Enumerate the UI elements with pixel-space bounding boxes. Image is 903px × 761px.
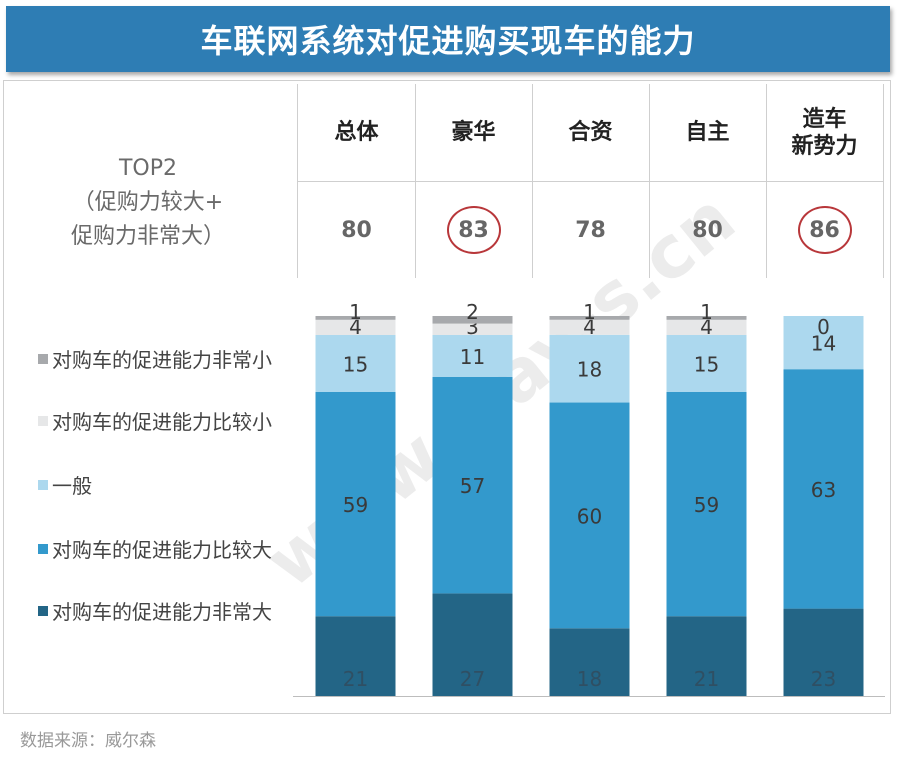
bar-value-label: 0 bbox=[817, 315, 830, 339]
legend-swatch bbox=[38, 415, 48, 426]
bar-value-label: 1 bbox=[349, 300, 362, 324]
bar-value-label: 14 bbox=[811, 332, 836, 356]
top2-label-line: 促购力非常大） bbox=[70, 224, 225, 249]
bar-value-label: 2 bbox=[466, 300, 479, 324]
bar-value-label: 15 bbox=[694, 353, 719, 377]
bar-segment bbox=[432, 376, 513, 594]
bar-segment bbox=[432, 316, 513, 324]
group-name: 合资 bbox=[532, 84, 649, 182]
group-name: 自主 bbox=[649, 84, 766, 182]
bar-value-label: 63 bbox=[811, 478, 836, 502]
bar-segment bbox=[666, 316, 747, 320]
top2-number: 83 bbox=[458, 217, 489, 243]
top2-value: 78 bbox=[532, 182, 649, 278]
bar-value-label: 11 bbox=[460, 345, 485, 369]
bar-value-label: 23 bbox=[811, 667, 836, 691]
title-bar: 车联网系统对促进购买现车的能力 bbox=[6, 6, 890, 72]
legend-label: 一般 bbox=[52, 474, 92, 498]
highlight-circle: 86 bbox=[797, 206, 852, 254]
bar-segment bbox=[783, 316, 864, 370]
bar-value-label: 18 bbox=[577, 667, 602, 691]
group-column: 总体 80 bbox=[298, 84, 416, 278]
legend-swatch bbox=[38, 479, 48, 490]
bar-segment bbox=[549, 319, 630, 335]
bar-segment bbox=[432, 323, 513, 335]
legend-item: 对购车的促进能力比较小 bbox=[38, 406, 272, 435]
legend-label: 对购车的促进能力非常小 bbox=[52, 348, 272, 372]
top2-value: 83 bbox=[415, 182, 532, 278]
bar-segment bbox=[783, 608, 864, 696]
top2-label: TOP2 （促购力较大+ 促购力非常大） bbox=[48, 152, 248, 254]
legend-item: 对购车的促进能力非常小 bbox=[38, 344, 272, 373]
bar-segment bbox=[432, 335, 513, 377]
bar-segment bbox=[666, 319, 747, 335]
group-name: 豪华 bbox=[415, 84, 532, 182]
chart-title: 车联网系统对促进购买现车的能力 bbox=[200, 22, 696, 60]
bar-segment bbox=[549, 628, 630, 696]
top2-number: 80 bbox=[692, 217, 723, 243]
bar-segment bbox=[549, 402, 630, 629]
legend-item: 对购车的促进能力非常大 bbox=[38, 596, 272, 625]
top2-value: 80 bbox=[649, 182, 766, 278]
legend-label: 对购车的促进能力比较大 bbox=[52, 538, 272, 562]
top2-label-line: （促购力较大+ bbox=[72, 190, 224, 215]
bar-segment bbox=[315, 319, 396, 335]
bar-segment bbox=[315, 392, 396, 617]
top2-number: 86 bbox=[809, 217, 840, 243]
top2-label-line: TOP2 bbox=[118, 156, 178, 181]
bar-segment bbox=[315, 335, 396, 392]
bar-segment bbox=[432, 593, 513, 696]
top2-table: 总体 80 豪华 83 合资 78 自主 80 造车 新势力 86 bbox=[297, 84, 884, 278]
legend-item: 一般 bbox=[38, 470, 92, 499]
top2-number: 78 bbox=[575, 217, 606, 243]
legend-item: 对购车的促进能力比较大 bbox=[38, 534, 272, 563]
group-name: 总体 bbox=[298, 84, 415, 182]
highlight-circle: 83 bbox=[446, 206, 501, 254]
legend-swatch bbox=[38, 543, 48, 554]
bar-segment bbox=[666, 335, 747, 392]
group-name: 造车 新势力 bbox=[766, 84, 883, 182]
bar-segment bbox=[666, 392, 747, 617]
bar-value-label: 21 bbox=[694, 667, 719, 691]
bar-value-label: 18 bbox=[577, 358, 602, 382]
bar-value-label: 60 bbox=[577, 504, 602, 528]
bar-value-label: 59 bbox=[694, 493, 719, 517]
bar-value-label: 21 bbox=[343, 667, 368, 691]
top2-value: 86 bbox=[766, 182, 883, 278]
legend-swatch bbox=[38, 605, 48, 616]
bar-value-label: 4 bbox=[349, 315, 362, 339]
group-column: 造车 新势力 86 bbox=[766, 84, 884, 278]
legend-label: 对购车的促进能力非常大 bbox=[52, 600, 272, 624]
bar-value-label: 4 bbox=[700, 315, 713, 339]
bar-value-label: 59 bbox=[343, 493, 368, 517]
bar-segment bbox=[783, 369, 864, 609]
bar-value-label: 57 bbox=[460, 474, 485, 498]
bar-value-label: 1 bbox=[700, 300, 713, 324]
bar-segment bbox=[315, 616, 396, 696]
top2-value: 80 bbox=[298, 182, 415, 278]
bar-value-label: 15 bbox=[343, 353, 368, 377]
bar-segment bbox=[549, 316, 630, 320]
bar-value-label: 4 bbox=[583, 315, 596, 339]
bar-value-label: 27 bbox=[460, 667, 485, 691]
source-note: 数据来源：威尔森 bbox=[20, 731, 156, 751]
bar-segment bbox=[666, 616, 747, 696]
legend-swatch bbox=[38, 353, 48, 364]
legend-label: 对购车的促进能力比较小 bbox=[52, 410, 272, 434]
bar-segment bbox=[315, 316, 396, 320]
bar-segment bbox=[549, 334, 630, 403]
top2-number: 80 bbox=[341, 217, 372, 243]
bar-value-label: 1 bbox=[583, 300, 596, 324]
